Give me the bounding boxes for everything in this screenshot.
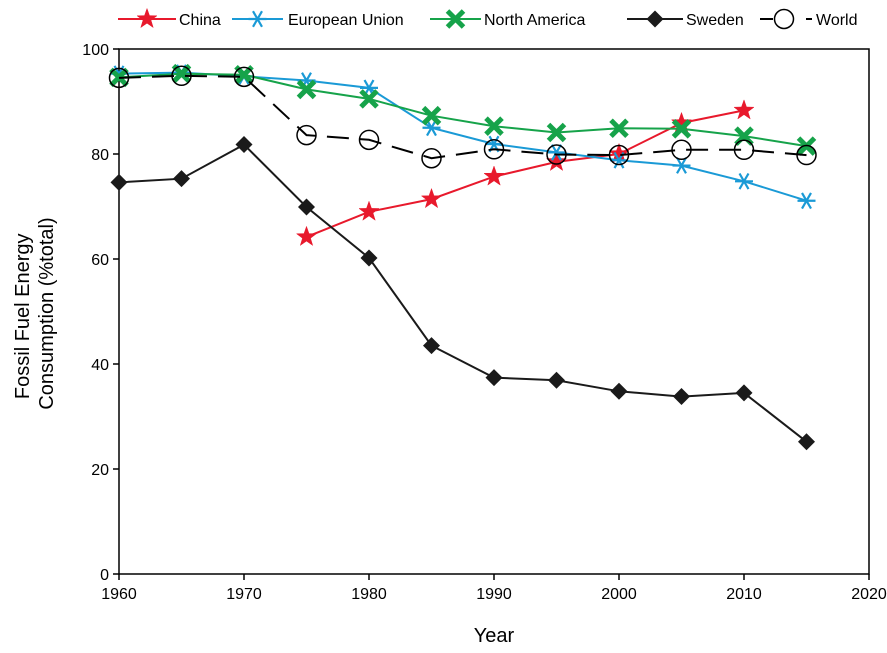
data-point-diamond [423, 337, 440, 355]
data-point-star [733, 99, 755, 120]
data-point-circle [733, 139, 755, 161]
data-point-circle [773, 8, 795, 30]
y-axis-title-line-1: Fossil Fuel Energy [12, 233, 34, 399]
legend-label: European Union [288, 12, 404, 29]
data-point-circle [796, 144, 817, 166]
data-point-circle [671, 139, 692, 161]
y-tick-label: 60 [91, 252, 109, 269]
data-point-star [358, 200, 380, 221]
legend-label: Sweden [686, 12, 744, 29]
data-point-diamond [646, 10, 664, 28]
x-tick-label: 1980 [351, 586, 387, 603]
data-point-x [296, 79, 317, 100]
data-point-diamond [298, 198, 315, 216]
y-tick-label: 40 [91, 357, 109, 374]
series-line [118, 143, 808, 443]
data-point-diamond [173, 170, 190, 188]
series-line [118, 72, 807, 148]
data-point-circle [608, 144, 630, 166]
x-tick-label: 2010 [726, 586, 762, 603]
data-point-x [484, 116, 504, 136]
y-axis-title-line-2: Consumption (%total) [36, 217, 58, 409]
data-point-circle [296, 124, 317, 146]
data-point-circle [421, 147, 442, 169]
axis-ticks: 1960 1970 1980 1990 2000 2010 2020 0 20 40 60 80 100 [82, 42, 887, 603]
data-point-x [609, 118, 629, 139]
y-tick-label: 20 [91, 462, 109, 479]
data-point-star [483, 165, 505, 186]
data-point-diamond [735, 384, 753, 402]
y-axis-title: Fossil Fuel Energy Consumption (%total) [12, 217, 58, 409]
legend-item-sweden: Sweden [627, 10, 744, 29]
legend-item-european-union: European Union [232, 10, 404, 29]
x-tick-label: 1970 [226, 586, 262, 603]
data-point-star [136, 7, 158, 29]
data-point-circle [546, 144, 567, 165]
series-sweden [110, 136, 815, 451]
x-tick-label: 2020 [851, 586, 887, 603]
data-point-x [445, 9, 466, 29]
legend: China European Union North America Sweden Wo… [118, 7, 858, 30]
data-point-asterisk [422, 119, 441, 137]
data-point-x [546, 122, 567, 143]
series-north-america [109, 63, 817, 156]
series-line [118, 71, 807, 202]
y-tick-label: 80 [91, 147, 109, 164]
data-point-diamond [798, 433, 815, 451]
data-point-asterisk [672, 157, 691, 174]
y-tick-label: 100 [82, 42, 109, 59]
series-world [108, 65, 817, 169]
x-tick-label: 1990 [476, 586, 512, 603]
data-point-circle [358, 129, 380, 151]
data-point-diamond [548, 371, 565, 389]
data-point-star [295, 225, 318, 247]
data-point-diamond [110, 173, 128, 191]
data-point-asterisk [248, 10, 267, 28]
data-point-circle [108, 67, 130, 89]
y-tick-label: 0 [100, 567, 109, 584]
data-point-asterisk [735, 172, 753, 190]
data-point-x [421, 105, 442, 126]
x-axis-title: Year [474, 625, 515, 647]
data-point-x [359, 89, 379, 109]
legend-item-north-america: North America [430, 9, 585, 29]
data-point-diamond [360, 249, 378, 267]
legend-item-china: China [118, 7, 221, 29]
data-point-diamond [610, 382, 628, 400]
data-point-diamond [235, 136, 253, 154]
x-tick-label: 2000 [601, 586, 637, 603]
data-point-circle [483, 139, 505, 160]
series-line [118, 74, 807, 160]
data-point-circle [233, 66, 255, 88]
data-point-asterisk [797, 192, 816, 210]
data-point-diamond [485, 369, 503, 387]
data-point-x [671, 119, 692, 139]
series-layer [108, 63, 817, 451]
legend-label: North America [484, 12, 585, 29]
legend-label: World [816, 12, 858, 29]
x-tick-label: 1960 [101, 586, 137, 603]
data-point-star [545, 150, 568, 172]
data-point-diamond [673, 388, 690, 406]
legend-label: China [179, 12, 221, 29]
data-point-asterisk [547, 144, 566, 161]
legend-item-world: World [760, 8, 858, 30]
data-point-circle [171, 65, 192, 87]
data-point-star [420, 187, 443, 209]
